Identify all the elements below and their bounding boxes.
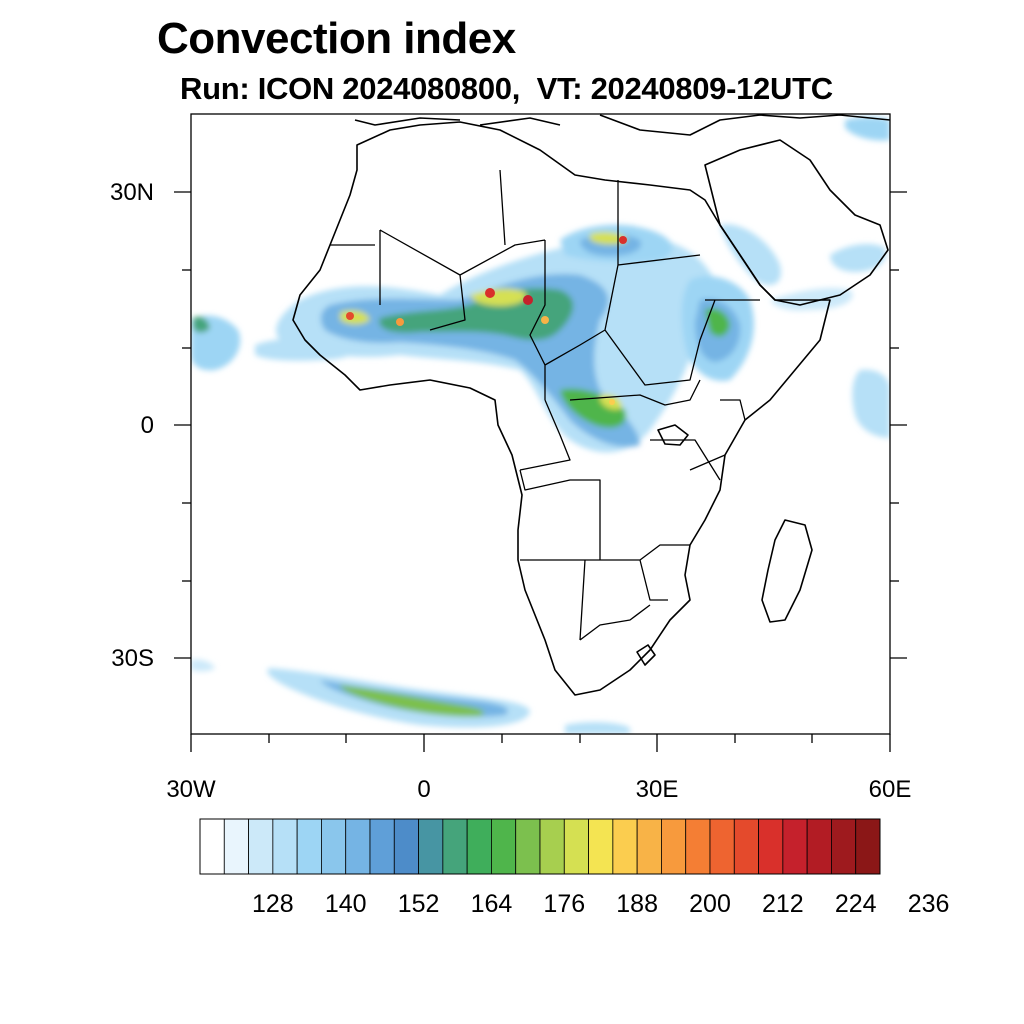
x-tick-label-30w: 30W — [166, 776, 216, 803]
field-guinea-coast — [255, 338, 354, 361]
y-tick-label-30n: 30N — [110, 179, 154, 206]
colorbar-swatch — [685, 818, 711, 875]
colorbar-swatch — [588, 818, 614, 875]
x-tick-label-30e: 30E — [636, 776, 679, 803]
hotspot-red-4 — [619, 236, 627, 244]
hotspot-red-2 — [523, 295, 533, 305]
field-ethiopia-green — [705, 308, 730, 337]
colorbar-swatch — [612, 818, 638, 875]
colorbar-label: 236 — [908, 890, 950, 918]
y-tick-label-30s: 30S — [111, 645, 154, 672]
colorbar-swatch — [491, 818, 517, 875]
colorbar-swatch — [442, 818, 468, 875]
colorbar-swatch — [199, 818, 225, 875]
colorbar-swatch — [806, 818, 832, 875]
colorbar-swatch — [709, 818, 735, 875]
colorbar-label: 164 — [471, 890, 513, 918]
country-borders — [330, 169, 760, 641]
colorbar-swatch — [661, 818, 687, 875]
colorbar — [199, 818, 881, 875]
colorbar-label: 188 — [616, 890, 658, 918]
colorbar-swatch — [782, 818, 808, 875]
convection-field — [191, 117, 890, 734]
colorbar-swatch — [855, 818, 881, 875]
axis-ticks — [174, 191, 907, 752]
colorbar-label: 128 — [252, 890, 294, 918]
field-sw-corner — [191, 659, 215, 672]
colorbar-swatch — [393, 818, 419, 875]
colorbar-label: 212 — [762, 890, 804, 918]
madagascar — [761, 519, 813, 623]
map-frame — [190, 113, 891, 735]
colorbar-swatch — [321, 818, 347, 875]
field-east-edge — [852, 369, 890, 438]
arabian-peninsula — [704, 139, 889, 306]
colorbar-swatch — [345, 818, 371, 875]
colorbar-swatch — [539, 818, 565, 875]
colorbar-labels: 128 140 152 164 176 188 200 212 224 236 — [252, 890, 949, 918]
field-west-green — [193, 316, 210, 333]
colorbar-frame — [199, 818, 881, 875]
x-tick-label-0: 0 — [417, 776, 430, 803]
lesotho — [636, 644, 656, 666]
x-tick-label-60e: 60E — [869, 776, 912, 803]
colorbar-swatch — [223, 818, 249, 875]
hotspot-orange-2 — [541, 316, 549, 324]
europe-coast — [354, 114, 890, 136]
hotspot-orange-3 — [609, 399, 615, 405]
y-tick-label-0: 0 — [141, 412, 154, 439]
colorbar-swatch — [369, 818, 395, 875]
colorbar-swatch — [636, 818, 662, 875]
coastlines — [292, 114, 890, 696]
field-hotspots — [346, 236, 627, 405]
colorbar-swatch — [831, 818, 857, 875]
chart-title: Convection index — [157, 14, 516, 63]
colorbar-swatch — [466, 818, 492, 875]
hotspot-red-1 — [485, 288, 495, 298]
colorbar-label: 176 — [543, 890, 585, 918]
hotspot-orange-1 — [396, 318, 404, 326]
field-central-green — [560, 388, 626, 428]
field-gulf-east — [830, 244, 886, 272]
colorbar-label: 200 — [689, 890, 731, 918]
colorbar-swatch — [733, 818, 759, 875]
colorbar-label: 224 — [835, 890, 877, 918]
colorbar-swatch — [515, 818, 541, 875]
africa-coastline — [292, 121, 831, 696]
colorbar-swatch — [272, 818, 298, 875]
colorbar-swatch — [296, 818, 322, 875]
field-ne-corner — [845, 117, 890, 141]
field-red-sea — [720, 224, 781, 285]
lake-victoria — [657, 424, 689, 446]
field-sa-green — [340, 685, 484, 717]
colorbar-swatch — [248, 818, 274, 875]
hotspot-red-3 — [346, 312, 354, 320]
colorbar-label: 140 — [325, 890, 367, 918]
colorbar-swatch — [758, 818, 784, 875]
field-south-small — [565, 722, 630, 734]
colorbar-label: 152 — [398, 890, 440, 918]
colorbar-swatch — [563, 818, 589, 875]
colorbar-swatch — [418, 818, 444, 875]
chart-subtitle: Run: ICON 2024080800, VT: 20240809-12UTC — [180, 71, 833, 106]
field-core-yellow-1 — [470, 288, 527, 306]
